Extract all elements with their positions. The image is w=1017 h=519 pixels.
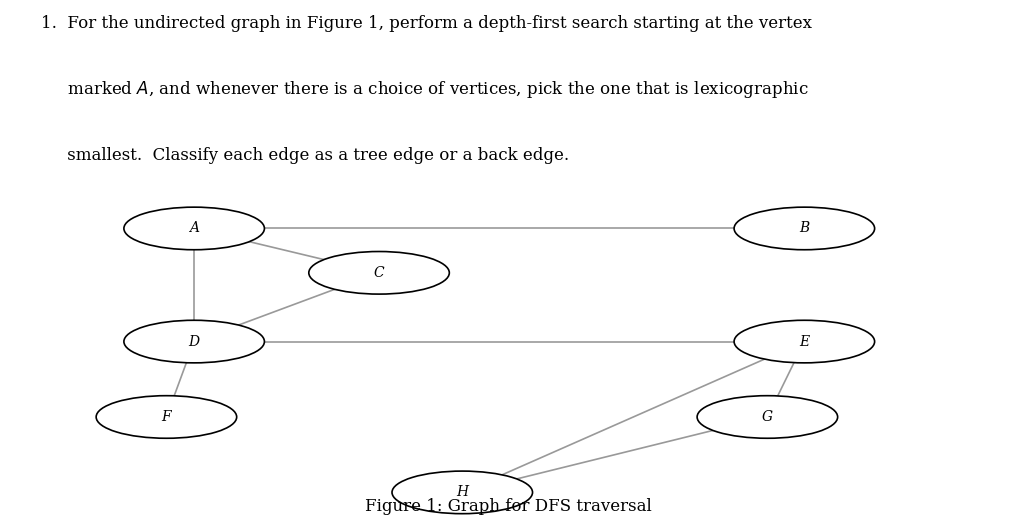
Text: Figure 1: Graph for DFS traversal: Figure 1: Graph for DFS traversal <box>365 498 652 514</box>
Text: E: E <box>799 335 810 349</box>
Text: C: C <box>374 266 384 280</box>
Text: G: G <box>762 410 773 424</box>
Text: A: A <box>189 222 199 236</box>
Text: smallest.  Classify each edge as a tree edge or a back edge.: smallest. Classify each edge as a tree e… <box>41 147 569 164</box>
Ellipse shape <box>392 471 533 514</box>
Ellipse shape <box>124 320 264 363</box>
Text: B: B <box>799 222 810 236</box>
Text: 1.  For the undirected graph in Figure 1, perform a depth-first search starting : 1. For the undirected graph in Figure 1,… <box>41 16 812 33</box>
Text: marked $A$, and whenever there is a choice of vertices, pick the one that is lex: marked $A$, and whenever there is a choi… <box>41 79 809 100</box>
Ellipse shape <box>97 395 237 438</box>
Ellipse shape <box>734 320 875 363</box>
Ellipse shape <box>124 207 264 250</box>
Text: F: F <box>162 410 171 424</box>
Ellipse shape <box>697 395 838 438</box>
Ellipse shape <box>309 252 450 294</box>
Text: D: D <box>188 335 199 349</box>
Ellipse shape <box>734 207 875 250</box>
Text: H: H <box>457 485 469 499</box>
